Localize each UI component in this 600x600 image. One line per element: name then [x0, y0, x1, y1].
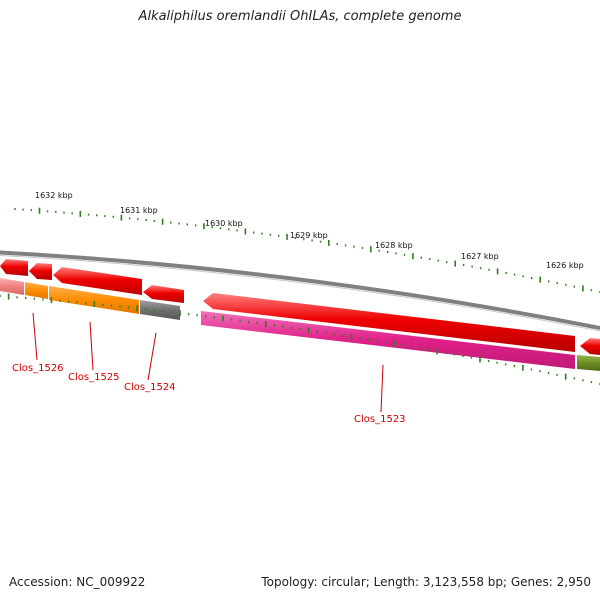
kbp-label: 1631 kbp: [120, 206, 158, 215]
accession-text: Accession: NC_009922: [9, 575, 146, 589]
leader-line-clos-1524: [147, 332, 157, 381]
gene-label[interactable]: Clos_1526: [12, 363, 64, 374]
gene-arrow-reverse[interactable]: [29, 263, 52, 280]
backbone-inner: [0, 255, 600, 332]
gene-bar-clos-1524[interactable]: [140, 300, 180, 320]
leader-line-clos-1526: [32, 312, 38, 361]
kbp-label: 1629 kbp: [290, 231, 328, 240]
outer-tick-row: [14, 207, 600, 293]
kbp-label: 1628 kbp: [375, 241, 413, 250]
leader-line-clos-1525: [89, 321, 94, 371]
kbp-label: 1627 kbp: [461, 252, 499, 261]
genome-summary-text: Topology: circular; Length: 3,123,558 bp…: [261, 575, 591, 589]
kbp-label: 1626 kbp: [546, 261, 584, 270]
gene-arrow-reverse[interactable]: [53, 267, 142, 295]
gene-bar-clos-1526-b[interactable]: [25, 282, 48, 299]
gene-bar-next[interactable]: [577, 355, 600, 371]
gene-bar-clos-1526[interactable]: [0, 278, 24, 295]
backbone-outer: [0, 250, 600, 331]
leader-line-clos-1523: [380, 364, 384, 413]
gene-label[interactable]: Clos_1524: [124, 382, 176, 393]
gene-bar-clos-1525[interactable]: [49, 286, 139, 314]
gene-arrow-reverse[interactable]: [203, 293, 575, 352]
gene-arrow-reverse[interactable]: [143, 285, 184, 303]
kbp-label: 1630 kbp: [205, 219, 243, 228]
gene-label[interactable]: Clos_1525: [68, 372, 120, 383]
gene-arrow-reverse[interactable]: [0, 259, 28, 276]
map-title: Alkaliphilus oremlandii OhILAs, complete…: [138, 9, 462, 24]
gene-bar-clos-1523[interactable]: [201, 311, 575, 369]
gene-arrow-reverse[interactable]: [580, 338, 600, 355]
inner-tick-row: [0, 293, 600, 385]
kbp-label: 1632 kbp: [35, 191, 73, 200]
gene-label[interactable]: Clos_1523: [354, 414, 406, 425]
